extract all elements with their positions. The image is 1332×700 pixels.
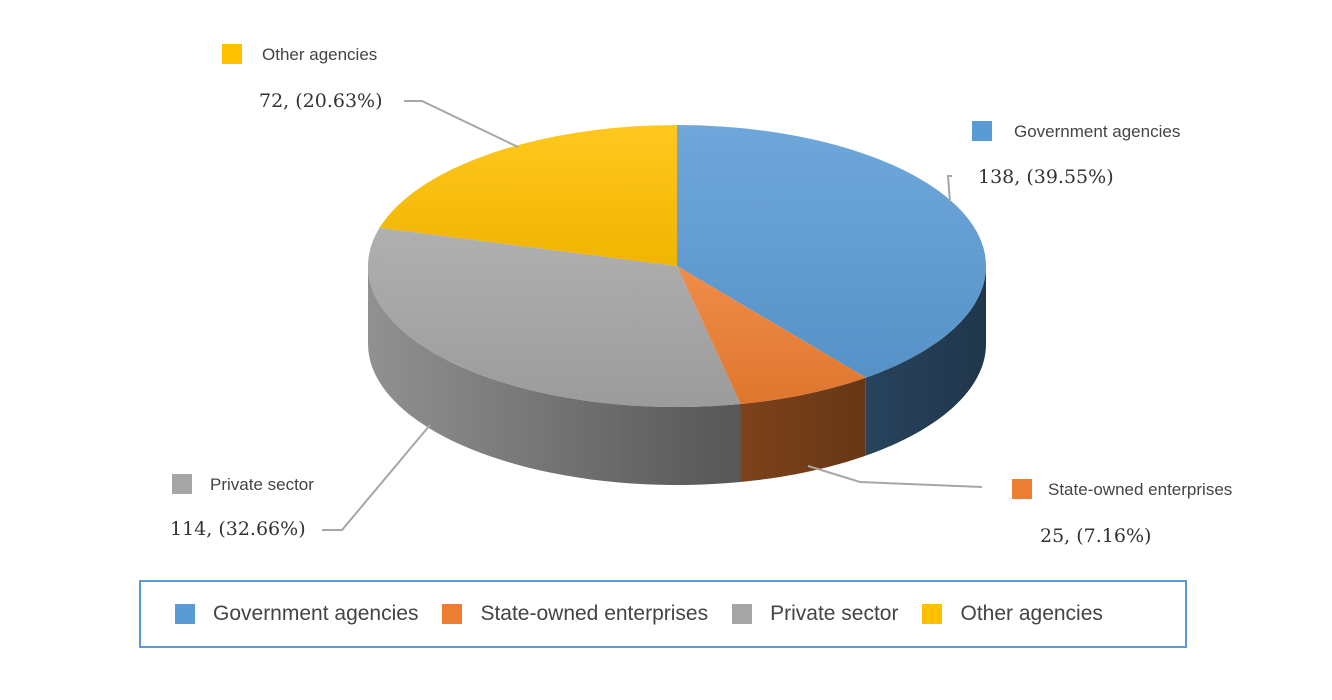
legend-item-other-agencies: Other agencies <box>922 602 1103 626</box>
pie-side-government-agencies <box>865 266 986 456</box>
label-name-state-owned-enterprises: State-owned enterprises <box>1048 480 1232 499</box>
legend-label-private-sector: Private sector <box>770 602 899 625</box>
legend-swatch-other-agencies <box>922 604 943 624</box>
pie-slice-government-agencies <box>677 125 987 378</box>
label-value-private-sector: 114, (32.66%) <box>170 518 306 540</box>
legend-swatch-private-sector <box>732 604 753 624</box>
pie-side-state-owned-enterprises <box>740 377 866 482</box>
legend: Government agencies State-owned enterpris… <box>139 580 1187 648</box>
pie-slice-state-owned-enterprises <box>677 266 866 404</box>
legend-item-government-agencies: Government agencies <box>175 602 418 626</box>
pie-sides <box>368 266 986 485</box>
pie-slice-other-agencies <box>379 125 677 266</box>
label-value-government-agencies: 138, (39.55%) <box>978 166 1114 188</box>
pie-side-private-sector <box>368 266 741 485</box>
label-swatch-state-owned-enterprises <box>1012 479 1032 499</box>
label-swatch-government-agencies <box>972 121 992 141</box>
label-name-other-agencies: Other agencies <box>262 45 377 64</box>
legend-item-private-sector: Private sector <box>732 602 898 626</box>
label-value-state-owned-enterprises: 25, (7.16%) <box>1040 525 1151 547</box>
leader-line-government-agencies <box>946 175 952 203</box>
leader-line-state-owned-enterprises <box>807 465 983 488</box>
label-name-private-sector: Private sector <box>210 475 314 494</box>
label-swatch-private-sector <box>172 474 192 494</box>
legend-label-state-owned-enterprises: State-owned enterprises <box>480 602 709 625</box>
legend-label-other-agencies: Other agencies <box>960 602 1103 625</box>
label-value-other-agencies: 72, (20.63%) <box>259 90 383 112</box>
leader-lines <box>322 100 983 531</box>
legend-label-government-agencies: Government agencies <box>213 602 419 625</box>
legend-item-state-owned-enterprises: State-owned enterprises <box>442 602 708 626</box>
leader-line-other-agencies <box>404 100 519 148</box>
legend-swatch-government-agencies <box>175 604 195 624</box>
leader-line-private-sector <box>322 424 431 531</box>
label-name-government-agencies: Government agencies <box>1014 122 1180 141</box>
data-labels: Government agencies 138, (39.55%) State-ow… <box>170 44 1232 547</box>
legend-swatch-state-owned-enterprises <box>442 604 463 624</box>
pie-tops <box>367 125 987 408</box>
pie-slice-private-sector <box>367 227 741 408</box>
label-swatch-other-agencies <box>222 44 242 64</box>
